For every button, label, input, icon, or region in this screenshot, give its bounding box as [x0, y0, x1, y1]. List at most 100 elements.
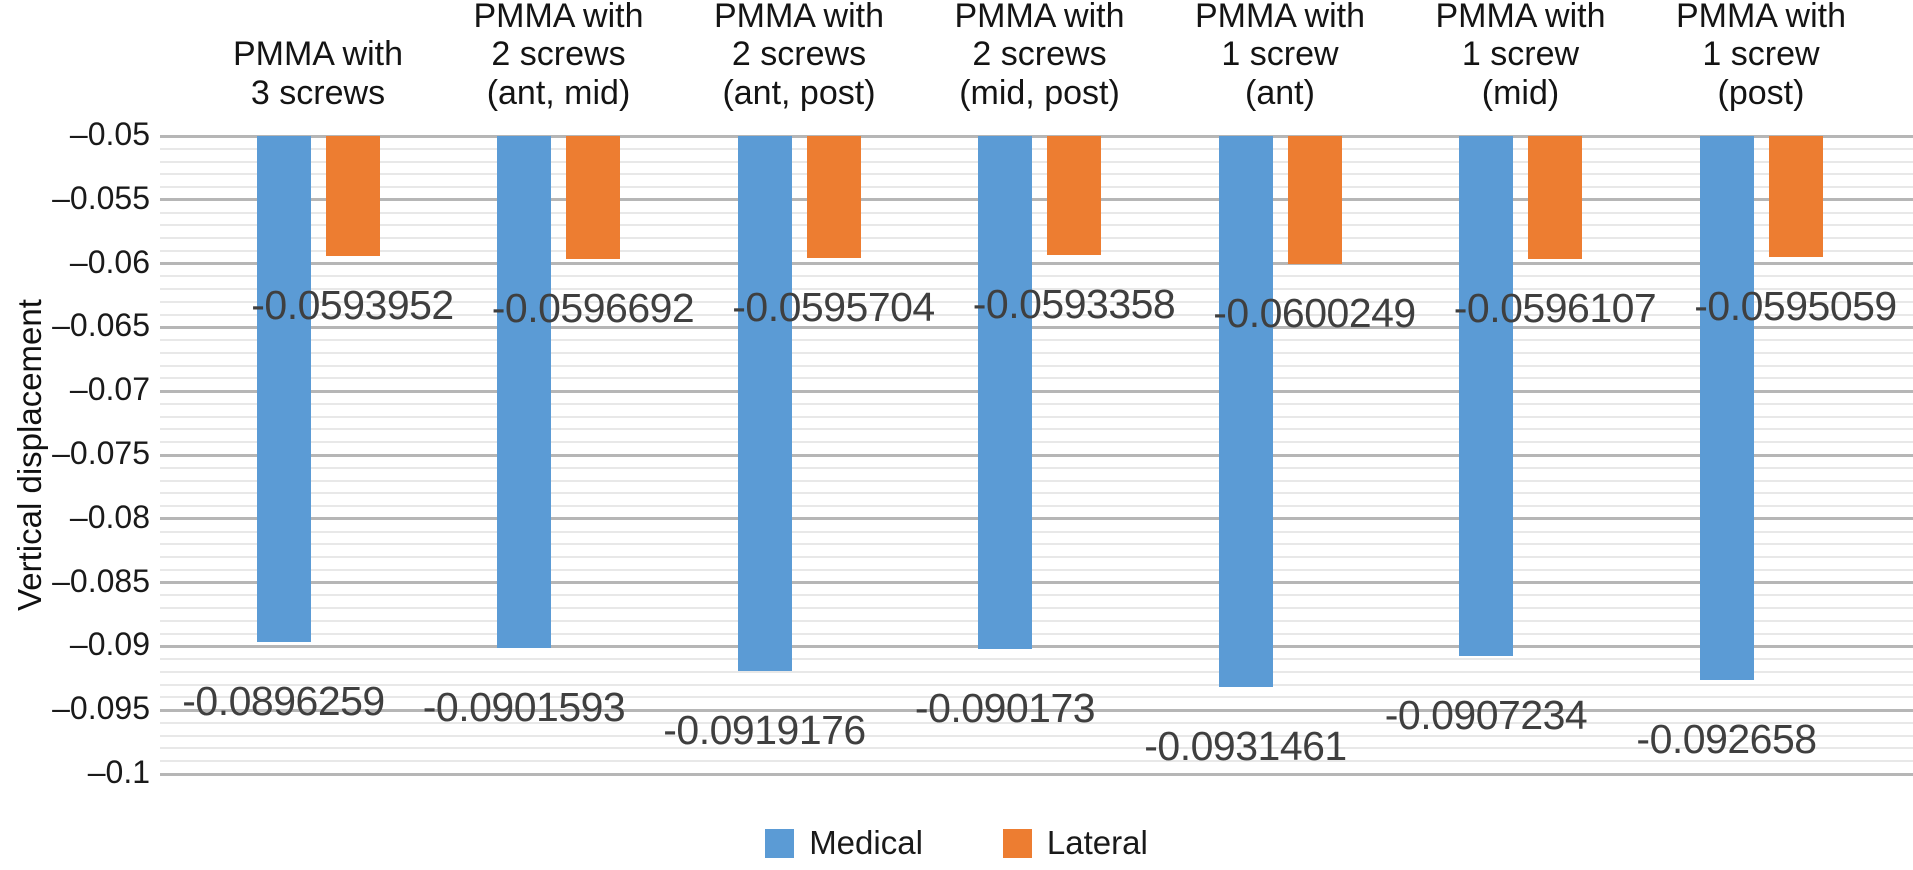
- gridline-major: [160, 708, 1913, 712]
- gridline-minor: [160, 313, 1913, 316]
- medical-data-label: -0.0931461: [1144, 722, 1347, 769]
- gridline-minor: [160, 428, 1913, 431]
- legend-swatch-medical: [765, 828, 795, 858]
- gridline-minor: [160, 760, 1913, 763]
- gridline-minor: [160, 441, 1913, 444]
- y-tick-label: –0.095: [52, 690, 150, 727]
- gridline-major: [160, 772, 1913, 776]
- gridline-minor: [160, 670, 1913, 673]
- gridline-minor: [160, 530, 1913, 533]
- gridline-minor: [160, 224, 1913, 227]
- lateral-bar: [1528, 136, 1582, 259]
- lateral-bar: [1287, 136, 1342, 264]
- lateral-data-label: -0.0600249: [1213, 289, 1416, 336]
- legend: Medical Lateral: [0, 824, 1913, 862]
- gridline-minor: [160, 300, 1913, 303]
- gridline-major: [160, 453, 1913, 457]
- medical-bar: [978, 136, 1032, 649]
- category-label: PMMA with 2 screws (mid, post): [954, 0, 1125, 112]
- medical-data-label: -0.0901593: [422, 684, 626, 731]
- gridline-minor: [160, 479, 1913, 482]
- gridline-minor: [160, 339, 1913, 342]
- lateral-bar: [325, 136, 380, 256]
- medical-data-label: -0.0896259: [182, 677, 385, 724]
- lateral-data-label: -0.0596107: [1453, 284, 1657, 331]
- gridline-minor: [160, 466, 1913, 469]
- gridline-major: [160, 262, 1913, 266]
- legend-item-medical: Medical: [765, 824, 923, 862]
- gridline-minor: [160, 632, 1913, 635]
- gridline-minor: [160, 237, 1913, 240]
- medical-bar: [1218, 136, 1273, 687]
- gridline-minor: [160, 568, 1913, 571]
- gridline-major: [160, 325, 1913, 329]
- gridline-minor: [160, 377, 1913, 380]
- lateral-data-label: -0.0596692: [491, 285, 695, 332]
- medical-bar: [256, 136, 311, 642]
- gridline-minor: [160, 351, 1913, 354]
- gridline-minor: [160, 683, 1913, 686]
- legend-label: Medical: [809, 824, 923, 861]
- y-tick-label: –0.05: [69, 116, 150, 152]
- gridline-minor: [160, 402, 1913, 405]
- category-label: PMMA with 1 screw (post): [1675, 0, 1847, 112]
- gridline-major: [160, 517, 1913, 521]
- category-label: PMMA with 2 screws (ant, post): [713, 0, 885, 112]
- medical-data-label: -0.0919176: [663, 706, 866, 753]
- gridline-minor: [160, 619, 1913, 622]
- gridline-minor: [160, 696, 1913, 699]
- gridline-major: [160, 581, 1913, 585]
- y-tick-label: –0.065: [52, 307, 150, 344]
- medical-bar: [497, 136, 551, 649]
- y-tick-label: –0.075: [52, 435, 150, 471]
- gridline-minor: [160, 288, 1913, 291]
- lateral-data-label: -0.0593952: [251, 281, 454, 328]
- category-label: PMMA with 3 screws: [232, 35, 404, 112]
- y-tick-label: –0.1: [87, 754, 150, 790]
- y-tick-label: –0.07: [69, 371, 150, 408]
- gridline-minor: [160, 505, 1913, 508]
- gridline-minor: [160, 492, 1913, 495]
- gridline-minor: [160, 249, 1913, 252]
- gridline-minor: [160, 173, 1913, 176]
- lateral-bar: [1768, 136, 1823, 258]
- medical-bar: [737, 136, 792, 671]
- gridline-major: [160, 134, 1913, 138]
- lateral-bar: [806, 136, 861, 259]
- lateral-data-label: -0.0595059: [1694, 283, 1897, 330]
- lateral-bar: [1047, 136, 1101, 256]
- gridline-minor: [160, 415, 1913, 418]
- lateral-data-label: -0.0595704: [732, 284, 935, 331]
- gridline-minor: [160, 275, 1913, 278]
- y-tick-label: –0.08: [69, 498, 150, 535]
- gridline-minor: [160, 364, 1913, 367]
- category-label: PMMA with 1 screw (mid): [1435, 0, 1606, 112]
- gridline-major: [160, 644, 1913, 648]
- legend-item-lateral: Lateral: [1002, 824, 1148, 862]
- gridline-minor: [160, 211, 1913, 214]
- gridline-major: [160, 389, 1913, 393]
- y-tick-label: –0.055: [52, 179, 150, 216]
- gridline-minor: [160, 607, 1913, 610]
- gridline-minor: [160, 658, 1913, 661]
- y-tick-label: –0.09: [69, 626, 150, 663]
- medical-data-label: -0.090173: [914, 684, 1096, 731]
- category-label: PMMA with 2 screws (ant, mid): [473, 0, 644, 112]
- gridline-minor: [160, 186, 1913, 189]
- lateral-data-label: -0.0593358: [972, 281, 1176, 328]
- gridline-minor: [160, 747, 1913, 750]
- y-tick-label: –0.06: [69, 243, 150, 280]
- medical-data-label: -0.0907234: [1384, 691, 1588, 738]
- gridline-minor: [160, 594, 1913, 597]
- medical-bar: [1459, 136, 1513, 656]
- medical-data-label: -0.092658: [1636, 716, 1817, 763]
- gridline-minor: [160, 160, 1913, 163]
- medical-bar: [1699, 136, 1754, 681]
- gridline-minor: [160, 721, 1913, 724]
- category-label: PMMA with 1 screw (ant): [1194, 0, 1366, 112]
- gridline-minor: [160, 147, 1913, 150]
- legend-label: Lateral: [1046, 824, 1148, 861]
- lateral-bar: [566, 136, 620, 260]
- gridline-major: [160, 198, 1913, 202]
